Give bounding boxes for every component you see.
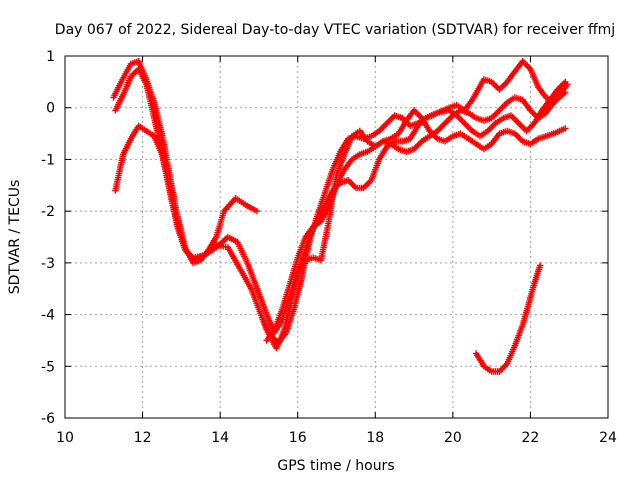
x-axis-label: GPS time / hours [277, 458, 394, 474]
data-point [562, 125, 569, 132]
plot-frame [64, 55, 609, 419]
y-tick-label: -3 [41, 256, 55, 272]
y-tick-label: 1 [46, 49, 55, 65]
axis-ticks: 10 12 14 16 18 20 22 24 -6 -5 -4 -3 -2 -1 0 1 [41, 49, 617, 446]
y-axis-label: SDTVAR / TECUs [7, 180, 23, 295]
x-tick-label: 20 [444, 430, 462, 446]
y-tick-label: -5 [41, 359, 55, 375]
y-tick-label: -1 [41, 152, 55, 168]
grid-layer [65, 56, 608, 418]
x-tick-label: 22 [522, 430, 540, 446]
series-track-4 [259, 78, 569, 347]
y-tick-label: 0 [46, 101, 55, 117]
x-tick-label: 24 [599, 430, 617, 446]
data-point [536, 262, 544, 269]
y-tick-label: -6 [41, 411, 55, 427]
data-marks [110, 58, 571, 375]
x-tick-label: 10 [56, 430, 74, 446]
x-tick-label: 16 [289, 430, 307, 446]
series-track-2 [112, 65, 569, 336]
series-track-5 [263, 81, 571, 344]
x-tick-label: 18 [366, 430, 384, 446]
data-point [253, 207, 261, 215]
x-tick-label: 12 [134, 430, 152, 446]
chart-title: Day 067 of 2022, Sidereal Day-to-day VTE… [55, 22, 615, 38]
series-track-3 [112, 58, 569, 352]
series-track-1 [110, 58, 261, 267]
y-tick-label: -4 [41, 308, 55, 324]
x-tick-label: 14 [211, 430, 229, 446]
data-point [564, 81, 571, 88]
series-track-6 [472, 262, 544, 375]
y-tick-label: -2 [41, 204, 55, 220]
